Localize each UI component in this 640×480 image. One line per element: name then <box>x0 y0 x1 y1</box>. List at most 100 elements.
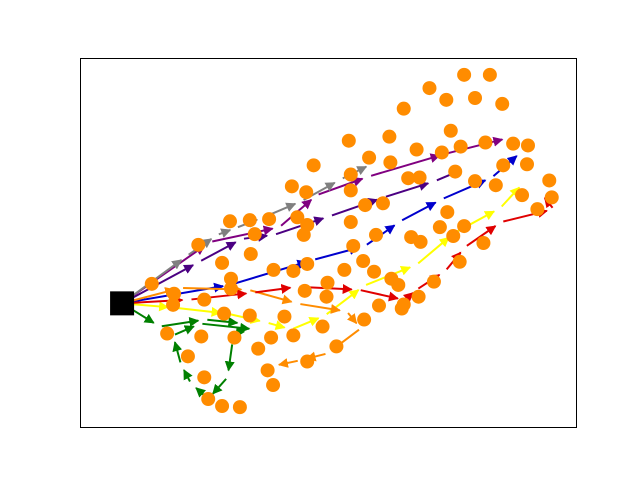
customer-node <box>443 123 458 138</box>
customer-node <box>478 135 493 150</box>
route-8-arrow <box>183 369 193 382</box>
customer-node <box>544 190 559 205</box>
route-1-arrow <box>212 225 274 243</box>
depot-layer <box>110 291 135 316</box>
customer-node <box>452 254 467 269</box>
customer-node <box>367 264 382 279</box>
customer-node <box>409 142 424 157</box>
customer-node <box>217 306 232 321</box>
customer-node <box>227 330 242 345</box>
customer-node <box>383 155 398 170</box>
customer-node <box>166 297 181 312</box>
customer-node <box>277 309 292 324</box>
customer-node <box>315 319 330 334</box>
customer-node <box>232 400 247 415</box>
customer-node <box>476 236 491 250</box>
customer-node <box>343 183 358 198</box>
customer-node <box>243 247 258 262</box>
customer-node <box>262 212 277 227</box>
route-8-arrow <box>207 316 239 327</box>
customer-node <box>300 354 315 369</box>
route-5-arrow <box>417 236 450 265</box>
customer-node <box>286 263 301 278</box>
customer-node <box>432 220 447 235</box>
customer-node <box>396 101 411 116</box>
customer-node <box>329 339 344 354</box>
plot-area-frame <box>80 58 577 428</box>
route-5-arrow <box>268 320 286 330</box>
customer-node <box>356 254 371 269</box>
customer-node <box>446 229 461 244</box>
route-7-arrow <box>466 225 497 247</box>
customer-node <box>160 326 175 341</box>
route-8-arrow <box>224 344 235 372</box>
route-4-arrow <box>401 201 437 222</box>
customer-node <box>457 219 472 234</box>
route-2-arrow <box>200 241 237 262</box>
customer-node <box>358 198 373 213</box>
customer-node <box>426 274 441 289</box>
customer-node <box>290 210 305 225</box>
customer-node <box>319 289 334 304</box>
customer-node <box>520 138 535 153</box>
customer-node <box>396 297 411 312</box>
customer-node <box>247 227 262 242</box>
route-7-arrow <box>360 289 399 302</box>
customer-node <box>515 188 530 203</box>
customer-node <box>343 167 358 182</box>
route-2-arrow <box>385 181 430 198</box>
customer-node <box>542 173 557 188</box>
customer-node <box>197 292 212 307</box>
customer-node <box>371 298 386 313</box>
customer-node <box>357 312 372 327</box>
route-3-arrow <box>218 228 232 238</box>
customer-node <box>264 330 279 345</box>
customer-node <box>448 164 463 179</box>
customer-node <box>296 227 311 242</box>
customer-node <box>266 262 281 277</box>
customer-node <box>215 399 230 414</box>
customer-node <box>201 392 216 407</box>
customer-node <box>411 289 426 304</box>
route-8-arrow <box>174 325 195 336</box>
customer-node <box>375 196 390 211</box>
route-6-arrow <box>346 312 358 325</box>
customer-node <box>382 129 397 144</box>
customer-node <box>242 213 257 228</box>
customer-node <box>495 96 510 111</box>
route-8-arrow <box>172 341 183 363</box>
route-1-arrow <box>370 153 441 177</box>
depot-marker <box>110 291 135 316</box>
customer-node <box>496 158 511 173</box>
nodes-layer <box>144 67 559 415</box>
route-8-arrow <box>161 317 200 328</box>
customer-node <box>306 158 321 173</box>
customer-node <box>391 277 406 292</box>
customer-node <box>506 136 521 151</box>
customer-node <box>197 370 212 385</box>
customer-node <box>440 205 455 220</box>
customer-node <box>453 139 468 154</box>
customer-node <box>223 271 238 286</box>
customer-node <box>194 329 209 344</box>
route-6-arrow <box>300 303 341 314</box>
route-1-arrow <box>318 177 364 196</box>
customer-node <box>468 91 483 106</box>
customer-node <box>300 256 315 271</box>
customer-node <box>299 185 314 200</box>
customer-node <box>422 81 437 96</box>
customer-node <box>167 286 182 301</box>
route-6-arrow <box>277 358 298 368</box>
customer-node <box>362 150 377 165</box>
customer-node <box>343 215 358 230</box>
customer-node <box>320 275 335 290</box>
customer-node <box>223 281 238 296</box>
route-8-arrow <box>202 322 251 333</box>
customer-node <box>519 157 534 172</box>
customer-node <box>341 133 356 148</box>
customer-node <box>284 179 299 194</box>
customer-node <box>144 276 159 291</box>
customer-node <box>434 145 449 160</box>
route-8-arrow <box>212 378 227 395</box>
